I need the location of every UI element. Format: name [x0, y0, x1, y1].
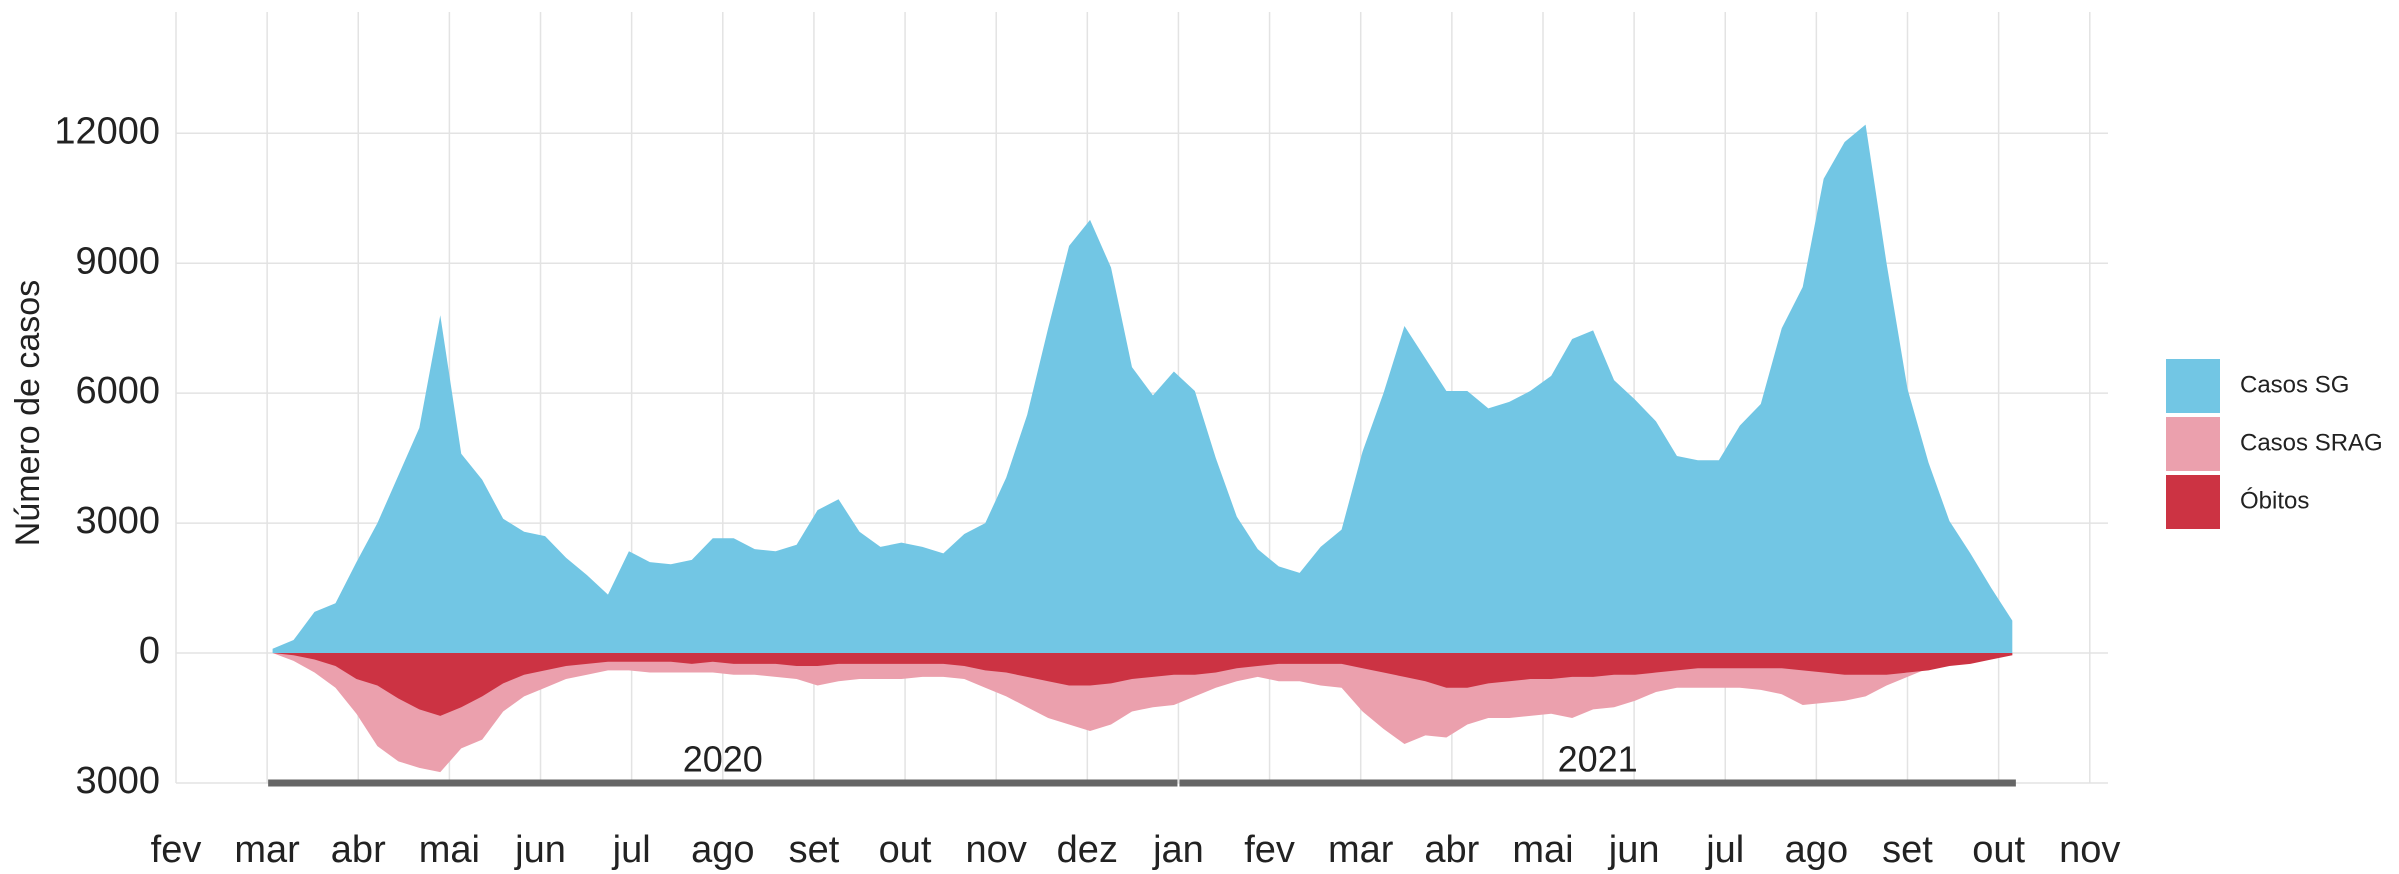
x-tick-label: fev: [151, 829, 202, 871]
x-tick-label: nov: [2059, 829, 2120, 871]
y-tick-label: 0: [139, 630, 160, 672]
x-tick-label: ago: [691, 829, 754, 871]
y-tick-label: 9000: [75, 240, 160, 282]
area: [272, 124, 2013, 654]
legend-label: Casos SRAG: [2240, 429, 2383, 456]
x-tick-label: jul: [612, 829, 651, 871]
x-tick-label: mar: [234, 829, 300, 871]
legend-label: Casos SG: [2240, 371, 2349, 398]
x-tick-label: nov: [966, 829, 1027, 871]
x-tick-label: jan: [1152, 829, 1204, 871]
x-tick-label: abr: [1424, 829, 1479, 871]
area: [272, 653, 2013, 716]
y-axis-label: Número de casos: [9, 280, 47, 546]
area: [272, 653, 2013, 773]
x-tick-label: mai: [1512, 829, 1573, 871]
x-tick-label: jun: [1608, 829, 1660, 871]
x-tick-label: jul: [1705, 829, 1744, 871]
legend-swatch: [2166, 475, 2220, 529]
y-tick-label: 6000: [75, 370, 160, 412]
legend-label: Óbitos: [2240, 487, 2309, 514]
x-tick-label: jun: [514, 829, 566, 871]
x-tick-label: dez: [1057, 829, 1118, 871]
x-tick-label: set: [789, 829, 840, 871]
x-tick-label: out: [879, 829, 932, 871]
year-label: 2020: [683, 739, 763, 780]
y-tick-label: 3000: [75, 760, 160, 802]
y-tick-label: 12000: [54, 110, 160, 152]
x-tick-label: out: [1972, 829, 2025, 871]
x-tick-label: mai: [419, 829, 480, 871]
x-tick-label: set: [1882, 829, 1933, 871]
x-tick-label: abr: [331, 829, 386, 871]
y-tick-label: 3000: [75, 500, 160, 542]
legend-swatch: [2166, 417, 2220, 471]
x-tick-label: ago: [1785, 829, 1848, 871]
x-tick-label: fev: [1244, 829, 1295, 871]
legend-swatch: [2166, 359, 2220, 413]
year-label: 2021: [1558, 739, 1638, 780]
x-tick-label: mar: [1328, 829, 1394, 871]
